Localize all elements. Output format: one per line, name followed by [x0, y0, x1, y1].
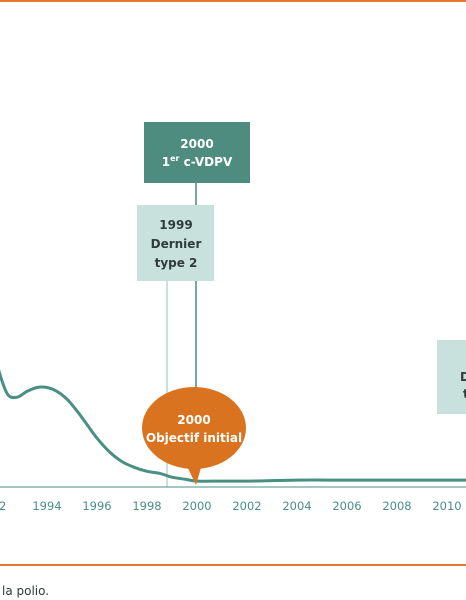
right-partial-box: D t [437, 340, 466, 414]
type2-box: 1999 Dernier type 2 [137, 205, 214, 281]
x-tick-label: 2000 [182, 499, 211, 513]
x-axis-ticks: 92 1994 1996 1998 2000 2002 2004 2006 2008 2010 [0, 499, 462, 513]
bottom-rule [0, 564, 466, 566]
type2-line3: type 2 [155, 256, 198, 270]
x-tick-label: 2008 [382, 499, 411, 513]
x-tick-label: 2004 [282, 499, 311, 513]
x-tick-label: 2002 [232, 499, 261, 513]
x-tick-label: 2006 [332, 499, 361, 513]
c-vdpv-label: 1er c-VDPV [162, 154, 233, 169]
type2-line2: Dernier [151, 237, 202, 251]
right-partial-line1: D [460, 370, 466, 384]
series-line [0, 369, 466, 483]
top-rule [0, 0, 466, 2]
c-vdpv-box: 2000 1er c-VDPV [144, 122, 250, 183]
right-partial-line2: t [463, 387, 466, 401]
caption: la polio. [2, 584, 50, 598]
type2-year: 1999 [159, 218, 192, 232]
c-vdpv-year: 2000 [180, 137, 213, 151]
objectif-label: Objectif initial [146, 431, 242, 445]
x-tick-label: 1998 [132, 499, 161, 513]
x-tick-label: 1994 [32, 499, 61, 513]
x-tick-label: 92 [0, 499, 6, 513]
objectif-year: 2000 [177, 413, 210, 427]
x-tick-label: 1996 [82, 499, 111, 513]
x-tick-label: 2010 [432, 499, 461, 513]
objectif-bubble: 2000 Objectif initial [142, 387, 246, 485]
